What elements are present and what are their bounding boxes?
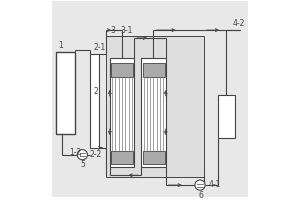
Text: 2-2: 2-2	[89, 150, 101, 159]
Bar	[142, 151, 164, 164]
Circle shape	[195, 180, 205, 190]
Text: 6: 6	[198, 191, 203, 200]
Circle shape	[77, 150, 87, 160]
Text: 1: 1	[58, 41, 63, 50]
Text: 3-1: 3-1	[121, 26, 133, 35]
Text: 2-1: 2-1	[93, 43, 105, 52]
Bar	[141, 58, 166, 167]
Bar	[142, 63, 164, 77]
Text: 2: 2	[93, 87, 98, 96]
Bar	[90, 54, 99, 148]
Bar	[218, 95, 235, 138]
Bar	[56, 52, 76, 134]
Bar	[111, 63, 133, 77]
Text: 4-2: 4-2	[232, 19, 245, 28]
Bar	[110, 58, 134, 167]
Bar	[106, 36, 204, 177]
Text: 3: 3	[111, 26, 116, 35]
Bar	[111, 151, 133, 164]
Text: 4-1: 4-1	[209, 180, 221, 189]
Text: 5: 5	[80, 160, 85, 169]
Text: 1-2: 1-2	[70, 148, 82, 157]
